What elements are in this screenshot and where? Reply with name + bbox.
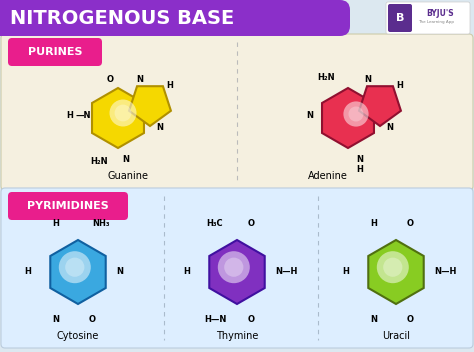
Text: H: H <box>371 220 377 228</box>
Circle shape <box>115 105 131 121</box>
Polygon shape <box>50 240 106 304</box>
FancyBboxPatch shape <box>386 2 470 34</box>
Text: H₂N: H₂N <box>91 157 108 166</box>
Text: N: N <box>122 156 129 164</box>
Circle shape <box>59 251 91 283</box>
FancyBboxPatch shape <box>0 0 350 36</box>
Text: Guanine: Guanine <box>108 171 148 181</box>
Text: N—H: N—H <box>434 268 456 277</box>
Polygon shape <box>359 86 401 126</box>
Circle shape <box>65 258 84 277</box>
Text: PURINES: PURINES <box>28 47 82 57</box>
Text: O: O <box>407 315 413 325</box>
Circle shape <box>343 101 369 127</box>
Text: N: N <box>356 156 364 164</box>
Text: H₂N: H₂N <box>317 74 335 82</box>
Polygon shape <box>129 86 171 126</box>
FancyBboxPatch shape <box>1 188 473 348</box>
Text: N: N <box>156 124 164 132</box>
Text: O: O <box>407 220 413 228</box>
Text: Adenine: Adenine <box>308 171 348 181</box>
Polygon shape <box>210 240 264 304</box>
FancyBboxPatch shape <box>0 0 20 36</box>
Text: NITROGENOUS BASE: NITROGENOUS BASE <box>10 8 234 27</box>
Text: H: H <box>397 82 403 90</box>
Text: The Learning App: The Learning App <box>418 20 454 24</box>
FancyBboxPatch shape <box>1 34 473 190</box>
Text: Thymine: Thymine <box>216 331 258 341</box>
Text: N: N <box>53 315 60 325</box>
Text: H: H <box>356 165 364 175</box>
Circle shape <box>383 258 402 277</box>
Text: H: H <box>166 82 173 90</box>
FancyBboxPatch shape <box>8 192 128 220</box>
Text: H—N: H—N <box>204 315 226 325</box>
Text: N: N <box>117 268 124 277</box>
Polygon shape <box>368 240 424 304</box>
Circle shape <box>224 258 244 277</box>
Text: B: B <box>396 13 404 23</box>
Circle shape <box>348 107 364 121</box>
Polygon shape <box>322 88 374 148</box>
Text: O: O <box>247 315 255 325</box>
Text: N—H: N—H <box>275 268 297 277</box>
Polygon shape <box>92 88 144 148</box>
Text: O: O <box>247 220 255 228</box>
Text: —N: —N <box>76 112 91 120</box>
Text: H: H <box>66 112 73 120</box>
Text: O: O <box>89 315 95 325</box>
Text: Cytosine: Cytosine <box>57 331 99 341</box>
Circle shape <box>377 251 409 283</box>
Text: N: N <box>371 315 377 325</box>
Text: H: H <box>53 220 59 228</box>
Text: H: H <box>183 268 191 277</box>
Text: N: N <box>365 75 372 84</box>
Text: N: N <box>137 75 144 84</box>
Text: H₃C: H₃C <box>207 220 223 228</box>
Text: PYRIMIDINES: PYRIMIDINES <box>27 201 109 211</box>
Text: H: H <box>25 268 31 277</box>
Text: Uracil: Uracil <box>382 331 410 341</box>
Text: N: N <box>386 124 393 132</box>
Circle shape <box>218 251 250 283</box>
Text: O: O <box>107 75 113 84</box>
FancyBboxPatch shape <box>8 38 102 66</box>
Circle shape <box>109 100 137 126</box>
Text: NH₃: NH₃ <box>92 220 109 228</box>
Text: H: H <box>343 268 349 277</box>
Text: N: N <box>307 112 313 120</box>
Text: BYJU'S: BYJU'S <box>427 8 454 18</box>
FancyBboxPatch shape <box>388 4 412 32</box>
